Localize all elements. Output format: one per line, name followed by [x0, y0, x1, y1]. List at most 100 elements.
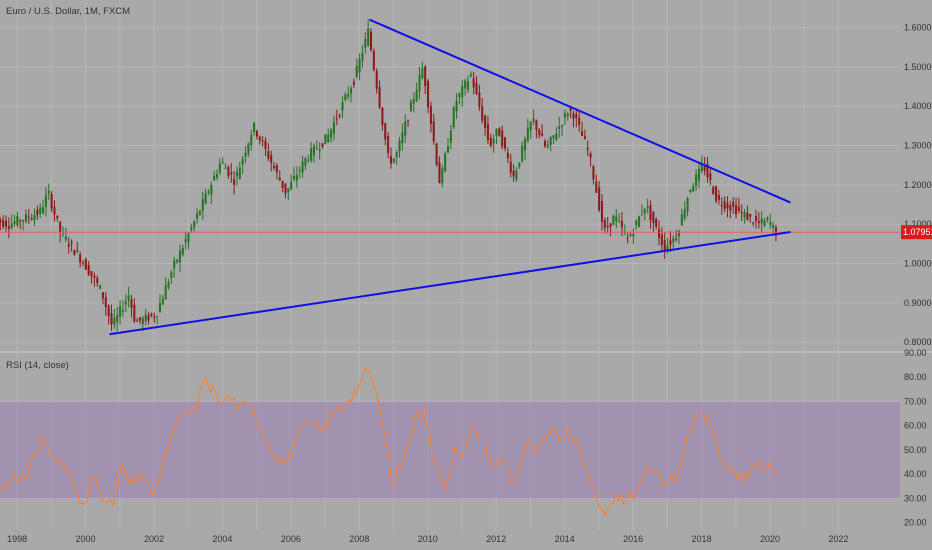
candle-body: [207, 191, 210, 193]
candle-body: [136, 320, 139, 322]
candle-body: [2, 220, 5, 227]
candle-body: [224, 167, 227, 169]
candle-body: [358, 58, 361, 73]
candle-body: [267, 150, 270, 159]
candle-body: [384, 123, 387, 140]
time-axis-tick-label: 2004: [212, 534, 232, 544]
candle-body: [509, 161, 512, 173]
price-chart-title: Euro / U.S. Dollar, 1M, FXCM: [6, 6, 130, 17]
candle-body: [407, 120, 410, 122]
candle-body: [501, 130, 504, 147]
candle-body: [332, 122, 335, 134]
rsi-axis-tick-label: 20.00: [904, 518, 927, 528]
candle-body: [532, 118, 535, 122]
trendline[interactable]: [109, 231, 791, 336]
candle-body: [121, 310, 124, 312]
candle-body: [754, 216, 758, 222]
candle-body: [683, 209, 686, 219]
trendline[interactable]: [369, 18, 791, 204]
current-price-label: 1.07951: [903, 227, 932, 237]
candle-body: [221, 162, 224, 164]
candle-body: [213, 175, 216, 181]
candle-body: [692, 185, 695, 192]
candle-body: [703, 166, 706, 171]
candle-body: [458, 93, 461, 98]
time-axis-tick-label: 2018: [692, 534, 712, 544]
candle-body: [772, 224, 775, 228]
candle-body: [275, 165, 278, 173]
candle-body: [167, 282, 170, 288]
candle-body: [170, 272, 173, 278]
candle-body: [244, 152, 247, 157]
candle-body: [720, 204, 723, 206]
candle-body: [735, 205, 738, 215]
candle-body: [30, 218, 33, 221]
candle-body: [464, 80, 467, 89]
time-axis-tick-label: 2022: [828, 534, 848, 544]
candle-body: [201, 199, 204, 211]
candle-body: [649, 205, 652, 221]
price-axis-tick-label: 1.10000: [904, 219, 932, 229]
candle-body: [104, 297, 107, 307]
price-pane[interactable]: [0, 0, 900, 350]
candle-body: [392, 158, 395, 163]
candle-body: [178, 250, 181, 263]
candle-body: [717, 194, 720, 200]
candle-body: [24, 213, 27, 222]
candle-body: [709, 173, 712, 181]
candle-body: [355, 66, 358, 77]
candle-body: [67, 244, 70, 247]
candle-body: [506, 152, 509, 159]
candle-body: [666, 245, 669, 251]
candle-body: [0, 220, 2, 223]
candle-body: [669, 240, 672, 245]
candle-body: [218, 163, 221, 173]
candle-body: [618, 220, 621, 222]
candle-body: [444, 153, 447, 172]
candle-body: [566, 113, 569, 117]
candle-body: [375, 70, 378, 89]
candle-body: [743, 212, 746, 218]
candle-body: [230, 172, 233, 175]
candle-body: [600, 201, 604, 222]
candle-body: [16, 216, 19, 226]
candle-body: [412, 99, 415, 104]
candle-body: [680, 214, 683, 226]
candle-body: [73, 250, 76, 256]
time-axis-tick-label: 2016: [623, 534, 643, 544]
candle-body: [475, 82, 478, 94]
candle-body: [238, 167, 241, 179]
candle-body: [50, 194, 53, 209]
candle-body: [766, 217, 769, 220]
price-axis-tick-label: 1.50000: [904, 62, 932, 72]
candle-body: [575, 114, 578, 119]
candle-body: [638, 216, 641, 227]
candle-body: [372, 50, 375, 70]
candle-body: [292, 175, 296, 180]
candle-body: [141, 318, 144, 324]
candle-body: [592, 166, 595, 180]
candle-body: [732, 201, 735, 207]
candle-body: [261, 140, 264, 142]
candle-body: [96, 277, 99, 284]
candle-body: [187, 233, 190, 243]
candle-body: [715, 186, 718, 202]
candle-body: [76, 250, 79, 252]
candle-body: [446, 146, 450, 153]
candle-body: [59, 221, 62, 233]
candle-body: [655, 218, 658, 227]
candle-body: [609, 223, 612, 228]
candle-body: [56, 215, 59, 219]
rsi-pane[interactable]: [0, 353, 900, 530]
candle-body: [210, 184, 213, 195]
candle-body: [774, 227, 777, 236]
candle-body: [247, 143, 250, 154]
candle-body: [350, 88, 353, 94]
candle-body: [27, 216, 30, 218]
candle-body: [481, 106, 484, 121]
candle-body: [301, 161, 304, 173]
candle-body: [606, 226, 609, 228]
candle-body: [555, 133, 558, 140]
candle-body: [526, 127, 529, 142]
